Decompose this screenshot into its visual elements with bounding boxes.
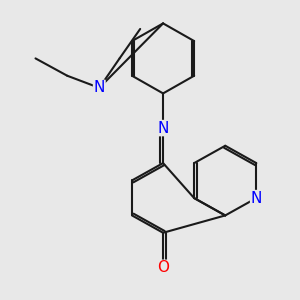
Text: N: N	[94, 80, 105, 95]
Text: N: N	[250, 190, 262, 206]
Text: N: N	[158, 121, 169, 136]
Text: O: O	[157, 260, 169, 275]
